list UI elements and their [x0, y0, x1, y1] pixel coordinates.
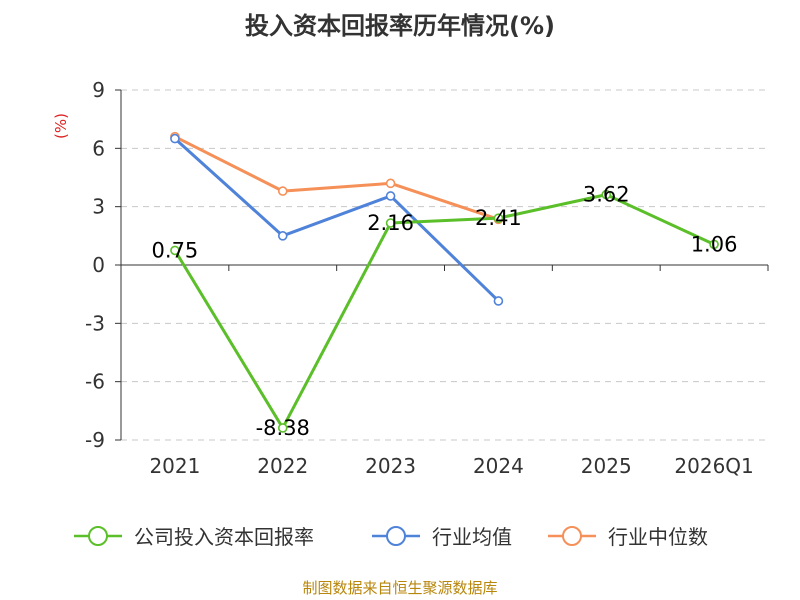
- series-line: [173, 137, 500, 303]
- x-tick-label: 2025: [581, 454, 632, 478]
- x-tick-label: 2024: [473, 454, 524, 478]
- legend-label: 行业均值: [432, 525, 512, 549]
- series-line: [174, 135, 499, 221]
- legend-marker: [386, 526, 406, 546]
- data-point: [277, 231, 288, 241]
- data-label: 0.75: [152, 238, 199, 262]
- data-point: [709, 239, 719, 250]
- data-point: [493, 296, 504, 306]
- data-label: 3.62: [583, 183, 630, 207]
- y-tick-label: -9: [85, 428, 105, 452]
- y-tick-label: 6: [92, 136, 105, 160]
- axes: 9 6 3 0 -3 -6 -9 2021 2022 2023 2024 2025 2026Q1: [85, 78, 769, 478]
- data-labels: 0.75 -8.38 2.16 2.41 3.62 1.06: [152, 183, 738, 440]
- data-point: [277, 186, 288, 196]
- data-point: [385, 191, 396, 201]
- y-tick-label: 0: [92, 253, 105, 277]
- legend-label: 公司投入资本回报率: [134, 525, 314, 549]
- data-point: [170, 245, 180, 256]
- data-label: 2.41: [475, 206, 522, 230]
- legend-marker: [88, 526, 108, 546]
- data-point: [601, 189, 612, 200]
- data-label: 1.06: [691, 232, 738, 256]
- chart-title: 投入资本回报率历年情况(%): [245, 12, 555, 40]
- data-point: [385, 178, 396, 189]
- y-tick-label: 3: [92, 195, 105, 219]
- y-tick-label: -3: [85, 311, 105, 335]
- series-lines: [170, 131, 719, 433]
- legend-marker: [562, 526, 582, 546]
- data-label: -8.38: [256, 416, 310, 440]
- source-note: 制图数据来自恒生聚源数据库: [302, 579, 498, 597]
- data-label: 2.16: [367, 211, 414, 235]
- x-tick-label: 2026Q1: [674, 454, 753, 478]
- y-axis-unit-label: (%): [52, 113, 70, 139]
- x-tick-label: 2022: [257, 454, 308, 478]
- y-tick-label: -6: [85, 370, 105, 394]
- legend-label: 行业中位数: [608, 525, 708, 549]
- y-tick-label: 9: [92, 78, 105, 102]
- data-point: [170, 133, 180, 144]
- data-point: [493, 213, 504, 223]
- series-line: [173, 193, 715, 430]
- data-point: [277, 423, 288, 433]
- grid-lines: [121, 89, 768, 441]
- legend[interactable]: 公司投入资本回报率 行业均值 行业中位数: [74, 525, 708, 549]
- x-tick-label: 2021: [149, 454, 200, 478]
- x-tick-label: 2023: [365, 454, 416, 478]
- data-point: [385, 218, 396, 228]
